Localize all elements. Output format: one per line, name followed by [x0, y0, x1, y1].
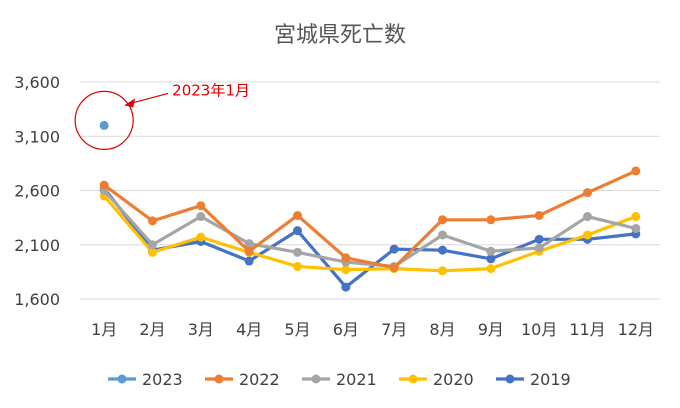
data-point-2022: [486, 215, 496, 225]
x-tick-label: 8月: [429, 320, 455, 339]
legend-item-2020: 2020: [399, 370, 474, 389]
legend-swatch-marker: [408, 374, 418, 384]
data-point-2020: [631, 212, 641, 222]
data-point-2023: [99, 120, 109, 130]
legend-item-2022: 2022: [205, 370, 280, 389]
series-2021: [99, 186, 641, 271]
annotation-label: 2023年1月: [172, 81, 250, 99]
legend-label: 2020: [433, 370, 474, 389]
annotation-arrowhead: [124, 98, 136, 108]
legend-label: 2023: [142, 370, 183, 389]
x-axis: 1月 2月 3月 4月 5月 6月 7月 8月 9月 10月 11月 12月: [91, 320, 654, 339]
series-2023: [99, 120, 109, 130]
data-point-2022: [196, 201, 206, 211]
y-tick-label: 2,600: [14, 182, 60, 201]
data-point-2021: [486, 246, 496, 256]
x-tick-label: 10月: [521, 320, 557, 339]
y-tick-label: 1,600: [14, 290, 60, 309]
data-point-2019: [534, 234, 544, 244]
series-group: [99, 120, 641, 292]
x-tick-label: 7月: [381, 320, 407, 339]
legend-swatch-marker: [117, 374, 127, 384]
data-point-2019: [389, 244, 399, 254]
legend-item-2019: 2019: [496, 370, 571, 389]
data-point-2019: [438, 245, 447, 255]
annotation-circle: [74, 90, 134, 151]
y-axis: 1,600 2,100 2,600 3,100 3,600: [14, 73, 60, 309]
data-point-2022: [99, 180, 109, 190]
data-point-2022: [341, 253, 351, 263]
data-point-2022: [293, 210, 302, 220]
data-point-2020: [293, 261, 302, 271]
data-point-2019: [244, 256, 254, 266]
y-tick-label: 2,100: [14, 236, 60, 255]
legend-swatch-marker: [505, 374, 515, 384]
data-point-2021: [244, 239, 254, 249]
y-tick-label: 3,100: [14, 127, 60, 146]
legend-swatch-marker: [311, 374, 321, 384]
data-point-2022: [631, 166, 641, 176]
x-tick-label: 6月: [333, 320, 359, 339]
data-point-2020: [583, 230, 592, 240]
x-tick-label: 11月: [569, 320, 605, 339]
data-point-2020: [148, 247, 157, 257]
data-point-2021: [583, 212, 592, 222]
data-point-2020: [196, 232, 206, 242]
legend: 2023 2022 2021 2020 2019: [108, 370, 571, 389]
series-line-2020: [102, 194, 638, 273]
legend-label: 2022: [239, 370, 280, 389]
legend-item-2023: 2023: [108, 370, 183, 389]
legend-label: 2021: [336, 370, 377, 389]
data-point-2020: [341, 265, 351, 275]
series-2019: [99, 183, 641, 292]
data-point-2019: [293, 226, 302, 236]
data-point-2021: [148, 240, 157, 250]
legend-swatch-marker: [214, 374, 224, 384]
series-2022: [99, 166, 641, 273]
series-line-2022: [102, 169, 638, 270]
data-point-2019: [486, 254, 496, 264]
data-point-2022: [583, 188, 592, 198]
legend-item-2021: 2021: [302, 370, 377, 389]
data-point-2021: [293, 247, 302, 257]
data-point-2019: [341, 282, 351, 292]
x-tick-label: 2月: [139, 320, 165, 339]
data-point-2020: [486, 264, 496, 274]
data-point-2022: [438, 215, 447, 225]
data-point-2022: [148, 216, 157, 226]
x-tick-label: 3月: [188, 320, 214, 339]
data-point-2022: [244, 246, 254, 256]
series-line-2021: [102, 188, 638, 269]
chart-title: 宮城県死亡数: [274, 23, 406, 48]
data-point-2020: [438, 266, 447, 276]
annotation-arrow-line: [130, 92, 169, 104]
data-point-2021: [196, 212, 206, 222]
y-tick-label: 3,600: [14, 73, 60, 92]
data-point-2021: [438, 230, 447, 240]
x-tick-label: 12月: [618, 320, 654, 339]
data-point-2022: [389, 263, 399, 273]
data-point-2021: [631, 223, 641, 233]
annotation: 2023年1月: [74, 81, 250, 151]
data-point-2021: [534, 243, 544, 253]
x-tick-label: 5月: [284, 320, 310, 339]
x-tick-label: 4月: [236, 320, 262, 339]
x-tick-label: 9月: [478, 320, 504, 339]
data-point-2022: [534, 210, 544, 220]
legend-label: 2019: [530, 370, 571, 389]
x-tick-label: 1月: [91, 320, 117, 339]
